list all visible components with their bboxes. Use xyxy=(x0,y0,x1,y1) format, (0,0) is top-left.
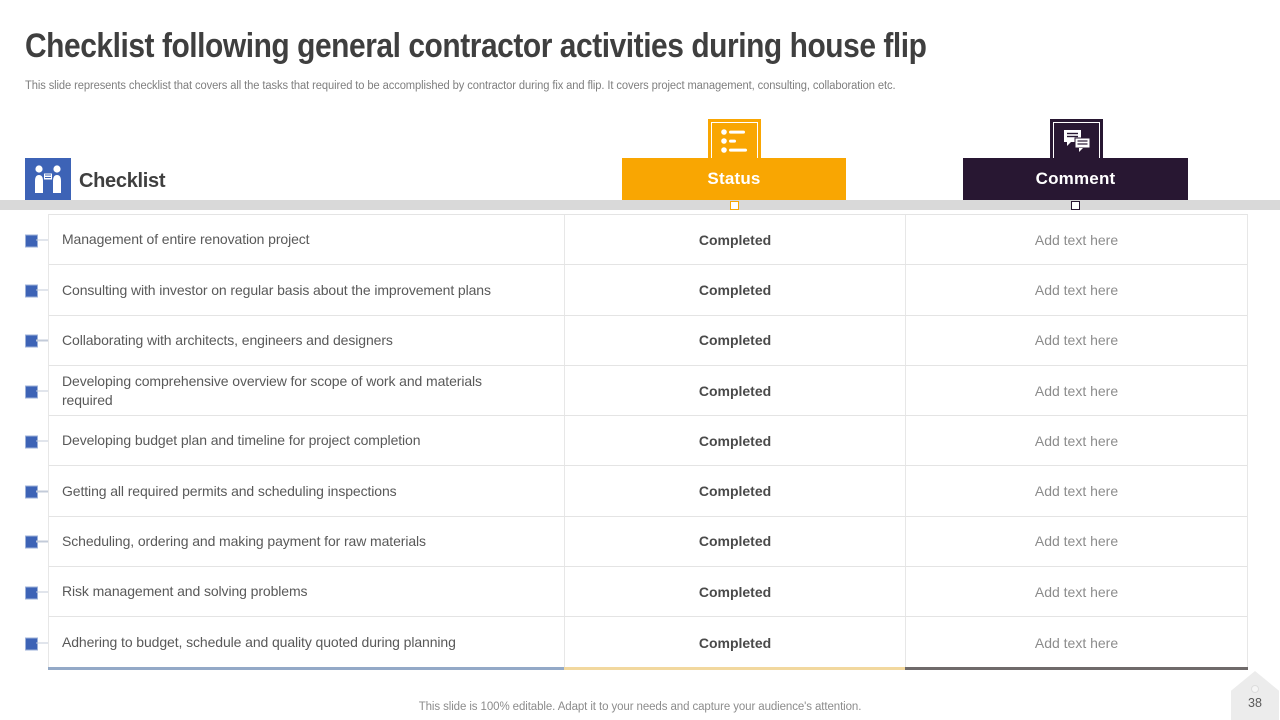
page-subtitle: This slide represents checklist that cov… xyxy=(25,80,896,92)
page-number-arrow: 38 xyxy=(1231,671,1279,720)
bullet-square-icon xyxy=(25,385,48,399)
bullet-square-icon xyxy=(25,586,48,600)
checklist-column-header[interactable]: Checklist xyxy=(79,170,166,192)
bullet-square-icon xyxy=(25,284,48,298)
comment-cell[interactable]: Add text here xyxy=(905,516,1247,567)
comment-cell[interactable]: Add text here xyxy=(905,265,1247,315)
task-text: Scheduling, ordering and making payment … xyxy=(62,532,426,549)
checklist-tasks-icon[interactable] xyxy=(708,119,761,163)
table-row: Risk management and solving problems Com… xyxy=(25,567,1247,618)
task-cell[interactable]: Risk management and solving problems xyxy=(25,567,564,616)
task-cell[interactable]: Scheduling, ordering and making payment … xyxy=(25,517,564,566)
comment-cell[interactable]: Add text here xyxy=(905,567,1247,617)
table-row: Consulting with investor on regular basi… xyxy=(25,265,1247,316)
status-cell[interactable]: Completed xyxy=(564,516,905,567)
bullet-square-icon xyxy=(25,234,48,248)
status-cell[interactable]: Completed xyxy=(564,365,905,416)
task-text: Adhering to budget, schedule and quality… xyxy=(62,634,456,651)
header-divider-band xyxy=(0,200,1280,210)
comment-cell[interactable]: Add text here xyxy=(905,617,1247,668)
table-row: Collaborating with architects, engineers… xyxy=(25,315,1247,366)
status-cell[interactable]: Completed xyxy=(564,617,905,668)
comment-cell[interactable]: Add text here xyxy=(905,365,1247,416)
task-text: Developing budget plan and timeline for … xyxy=(62,432,421,449)
bullet-square-icon xyxy=(25,485,48,499)
speech-bubbles-icon[interactable] xyxy=(1050,119,1103,163)
task-text: Collaborating with architects, engineers… xyxy=(62,331,393,348)
bullet-square-icon xyxy=(25,334,48,348)
task-cell[interactable]: Consulting with investor on regular basi… xyxy=(25,265,564,314)
task-text: Getting all required permits and schedul… xyxy=(62,482,397,499)
task-cell[interactable]: Collaborating with architects, engineers… xyxy=(25,316,564,365)
footer-note: This slide is 100% editable. Adapt it to… xyxy=(418,701,862,713)
status-cell[interactable]: Completed xyxy=(564,215,905,265)
comment-selection-handle[interactable] xyxy=(1071,201,1080,210)
status-selection-handle[interactable] xyxy=(730,201,739,210)
table-row: Management of entire renovation project … xyxy=(25,215,1247,266)
status-cell[interactable]: Completed xyxy=(564,315,905,365)
page-title: Checklist following general contractor a… xyxy=(25,27,927,65)
task-cell[interactable]: Developing budget plan and timeline for … xyxy=(25,416,564,465)
table-row: Developing comprehensive overview for sc… xyxy=(25,365,1247,417)
task-cell[interactable]: Getting all required permits and schedul… xyxy=(25,466,564,515)
task-text: Developing comprehensive overview for sc… xyxy=(62,372,482,408)
table-row: Adhering to budget, schedule and quality… xyxy=(25,617,1247,668)
status-cell[interactable]: Completed xyxy=(564,265,905,315)
status-cell[interactable]: Completed xyxy=(564,466,905,516)
task-cell[interactable]: Developing comprehensive overview for sc… xyxy=(25,366,564,415)
table-bottom-edge xyxy=(48,667,1248,670)
status-cell[interactable]: Completed xyxy=(564,416,905,466)
arrow-hole-icon xyxy=(1251,685,1259,693)
table-row: Scheduling, ordering and making payment … xyxy=(25,516,1247,568)
comment-cell[interactable]: Add text here xyxy=(905,215,1247,265)
checklist-table: Management of entire renovation project … xyxy=(25,214,1248,668)
task-text: Management of entire renovation project xyxy=(62,231,310,248)
comment-cell[interactable]: Add text here xyxy=(905,466,1247,516)
comment-column-header[interactable]: Comment xyxy=(963,158,1188,200)
table-row: Getting all required permits and schedul… xyxy=(25,466,1247,517)
page-number: 38 xyxy=(1248,696,1262,710)
comment-cell[interactable]: Add text here xyxy=(905,416,1247,466)
comment-cell[interactable]: Add text here xyxy=(905,315,1247,365)
task-cell[interactable]: Adhering to budget, schedule and quality… xyxy=(25,617,564,667)
bullet-square-icon xyxy=(25,637,48,651)
bullet-square-icon xyxy=(25,535,48,549)
bottom-edge-gray-segment xyxy=(905,667,1248,670)
table-row: Developing budget plan and timeline for … xyxy=(25,416,1247,467)
task-cell[interactable]: Management of entire renovation project xyxy=(25,215,564,264)
bottom-edge-gold-segment xyxy=(564,667,905,670)
status-column-header[interactable]: Status xyxy=(622,158,846,200)
task-text: Consulting with investor on regular basi… xyxy=(62,281,491,298)
status-cell[interactable]: Completed xyxy=(564,567,905,617)
task-text: Risk management and solving problems xyxy=(62,583,308,600)
bullet-square-icon xyxy=(25,435,48,449)
people-exchange-icon[interactable] xyxy=(25,158,71,200)
bottom-edge-blue-segment xyxy=(48,667,564,670)
